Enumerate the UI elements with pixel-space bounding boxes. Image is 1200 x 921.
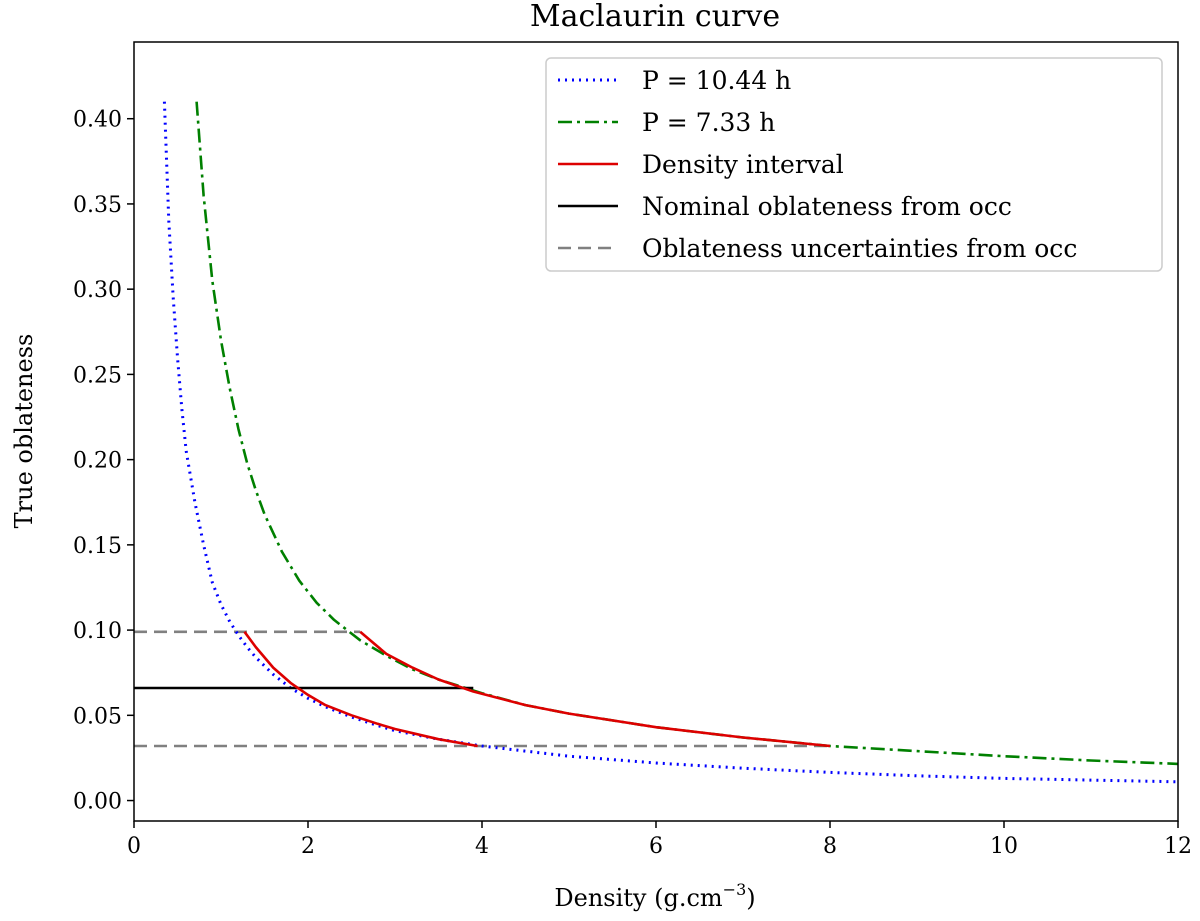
x-tick-label: 10 xyxy=(990,834,1018,859)
chart-title: Maclaurin curve xyxy=(530,0,780,34)
legend-label-oblateness-uncertainties-from-occ: Oblateness uncertainties from occ xyxy=(642,234,1077,263)
y-tick-label: 0.15 xyxy=(73,534,122,559)
y-axis-ticks: 0.00 0.05 0.10 0.15 0.20 0.25 0.30 0.35 0.40 xyxy=(73,108,134,815)
series-line-density-interval xyxy=(359,630,831,748)
x-tick-label: 8 xyxy=(823,834,837,859)
series-layer xyxy=(134,101,1179,784)
y-tick-label: 0.40 xyxy=(73,108,122,133)
x-tick-label: 2 xyxy=(301,834,315,859)
y-tick-label: 0.35 xyxy=(73,193,122,218)
legend-label-p-7-33-h: P = 7.33 h xyxy=(642,108,775,137)
legend-label-nominal-oblateness-from-occ: Nominal oblateness from occ xyxy=(642,192,1012,221)
y-tick-label: 0.05 xyxy=(73,704,122,729)
x-tick-label: 12 xyxy=(1164,834,1192,859)
legend-items: P = 10.44 h P = 7.33 h Density interval Nom… xyxy=(558,66,1077,263)
y-tick-label: 0.00 xyxy=(73,790,122,815)
legend: P = 10.44 h P = 7.33 h Density interval Nom… xyxy=(545,57,1163,272)
x-axis-label: Density (g.cm−3) xyxy=(554,880,755,912)
legend-label-p-10-44-h: P = 10.44 h xyxy=(642,66,791,95)
x-tick-label: 0 xyxy=(127,834,141,859)
series-line-p-10-44-h xyxy=(162,101,1179,784)
y-tick-label: 0.10 xyxy=(73,619,122,644)
legend-box xyxy=(545,57,1163,272)
y-tick-label: 0.25 xyxy=(73,363,122,388)
series-line-density-interval xyxy=(243,631,478,748)
x-axis-ticks: 0 2 4 6 8 10 12 xyxy=(127,821,1192,859)
x-tick-label: 4 xyxy=(475,834,489,859)
y-tick-label: 0.20 xyxy=(73,449,122,474)
x-tick-label: 6 xyxy=(649,834,663,859)
y-tick-label: 0.30 xyxy=(73,278,122,303)
y-axis-label: True oblateness xyxy=(10,334,38,529)
legend-label-density-interval: Density interval xyxy=(642,150,844,179)
